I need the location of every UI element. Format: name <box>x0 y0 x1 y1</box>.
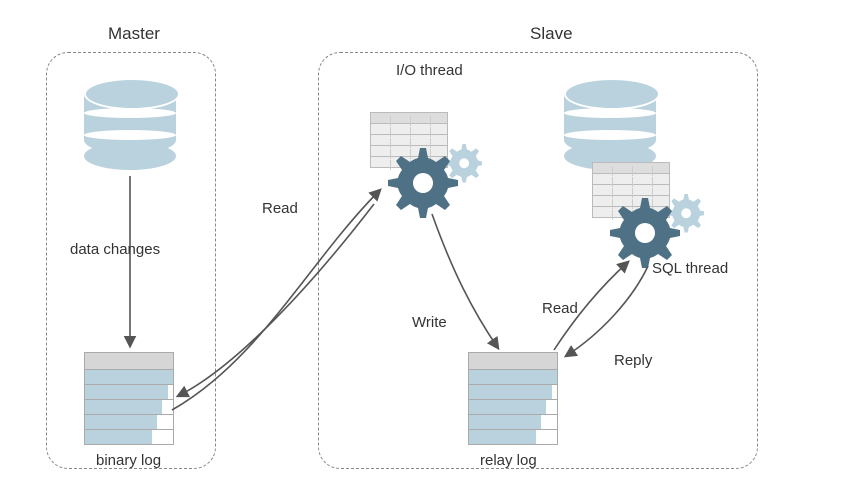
binary-log-label: binary log <box>96 452 161 469</box>
edge-label-read-relay: Read <box>542 300 578 317</box>
edge-label-reply: Reply <box>614 352 652 369</box>
relay-log-label: relay log <box>480 452 537 469</box>
master-database-icon <box>84 78 176 170</box>
slave-title: Slave <box>530 24 573 44</box>
sql-thread-label: SQL thread <box>652 260 728 277</box>
io-thread-gear-icon <box>372 118 482 223</box>
binary-log-icon <box>84 352 174 445</box>
edge-label-data-changes: data changes <box>70 240 160 260</box>
master-title: Master <box>108 24 160 44</box>
io-thread-label: I/O thread <box>396 62 463 79</box>
edge-label-write: Write <box>412 314 447 331</box>
slave-database-icon <box>564 78 656 170</box>
sql-thread-gear-icon <box>594 168 704 273</box>
edge-label-read-binlog: Read <box>262 200 298 217</box>
relay-log-icon <box>468 352 558 445</box>
